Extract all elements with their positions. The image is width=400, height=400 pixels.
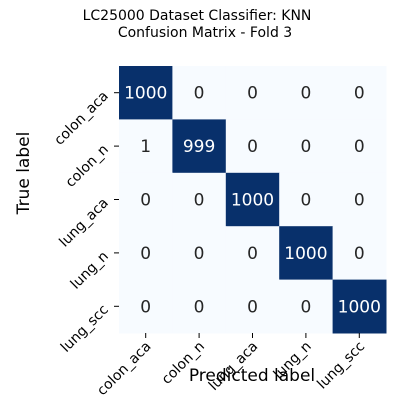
cell-value-label: 1000 bbox=[124, 84, 167, 104]
y-axis-label: True label bbox=[14, 132, 34, 216]
cell-value-label: 1000 bbox=[284, 244, 327, 264]
cell-value-label: 1 bbox=[140, 137, 151, 157]
y-tick-label: lung_scc bbox=[58, 302, 112, 356]
cell-value-label: 0 bbox=[354, 244, 365, 264]
cell-value-label: 0 bbox=[300, 191, 311, 211]
cell-value-label: 0 bbox=[354, 137, 365, 157]
heatmap-cells bbox=[119, 66, 387, 334]
heatmap-cell bbox=[119, 226, 173, 281]
cell-value-label: 0 bbox=[140, 297, 151, 317]
heatmap-cell bbox=[225, 119, 280, 174]
heatmap-cell bbox=[279, 66, 334, 120]
cell-value-label: 0 bbox=[194, 84, 205, 104]
heatmap-cell bbox=[332, 279, 387, 334]
heatmap-cell bbox=[119, 119, 173, 174]
heatmap-cell bbox=[225, 226, 280, 281]
heatmap-cell bbox=[225, 172, 280, 227]
heatmap-cell bbox=[279, 279, 334, 334]
cell-value-label: 0 bbox=[194, 244, 205, 264]
heatmap-cell bbox=[172, 226, 227, 281]
cell-value-label: 0 bbox=[354, 191, 365, 211]
x-tick-label: colon_aca bbox=[94, 339, 154, 399]
cell-value-label: 1000 bbox=[338, 297, 381, 317]
heatmap-cell bbox=[332, 226, 387, 281]
y-tick-label: lung_n bbox=[68, 248, 112, 292]
cell-value-label: 0 bbox=[300, 84, 311, 104]
cell-value-label: 0 bbox=[354, 84, 365, 104]
x-tick-label: lung_scc bbox=[314, 339, 368, 393]
heatmap-cell bbox=[172, 119, 227, 174]
heatmap-cell bbox=[225, 279, 280, 334]
heatmap-cell bbox=[172, 66, 227, 120]
cell-value-label: 0 bbox=[300, 297, 311, 317]
cell-value-label: 0 bbox=[194, 297, 205, 317]
y-tick-label: colon_aca bbox=[51, 88, 111, 148]
cell-value-label: 0 bbox=[140, 244, 151, 264]
cell-value-label: 0 bbox=[194, 191, 205, 211]
heatmap-cell bbox=[332, 119, 387, 174]
heatmap-cell bbox=[225, 66, 280, 120]
cell-value-label: 1000 bbox=[231, 191, 274, 211]
heatmap-cell bbox=[279, 226, 334, 281]
heatmap-cell bbox=[172, 279, 227, 334]
cell-value-label: 0 bbox=[247, 137, 258, 157]
heatmap-cell bbox=[119, 172, 173, 227]
chart-title: LC25000 Dataset Classifier: KNN bbox=[83, 8, 312, 24]
cell-value-label: 0 bbox=[140, 191, 151, 211]
cell-value-label: 999 bbox=[183, 137, 215, 157]
heatmap-cell bbox=[119, 279, 173, 334]
heatmap-cell bbox=[279, 172, 334, 227]
heatmap-cell bbox=[172, 172, 227, 227]
x-axis-label: Predicted label bbox=[189, 366, 315, 386]
y-tick-label: colon_n bbox=[63, 142, 112, 191]
heatmap-cell bbox=[279, 119, 334, 174]
heatmap-cell bbox=[332, 172, 387, 227]
heatmap-values: 1000 0 0 0 0 1 999 0 0 0 0 0 1000 0 0 0 0 0 1000 0 0 0 0 0 1000 bbox=[124, 84, 381, 318]
cell-value-label: 0 bbox=[247, 297, 258, 317]
cell-value-label: 0 bbox=[300, 137, 311, 157]
y-tick-label: lung_aca bbox=[56, 195, 111, 250]
cell-value-label: 0 bbox=[247, 244, 258, 264]
cell-value-label: 0 bbox=[247, 84, 258, 104]
heatmap-cell bbox=[119, 66, 173, 120]
chart-subtitle: Confusion Matrix - Fold 3 bbox=[118, 25, 292, 41]
heatmap-cell bbox=[332, 66, 387, 120]
